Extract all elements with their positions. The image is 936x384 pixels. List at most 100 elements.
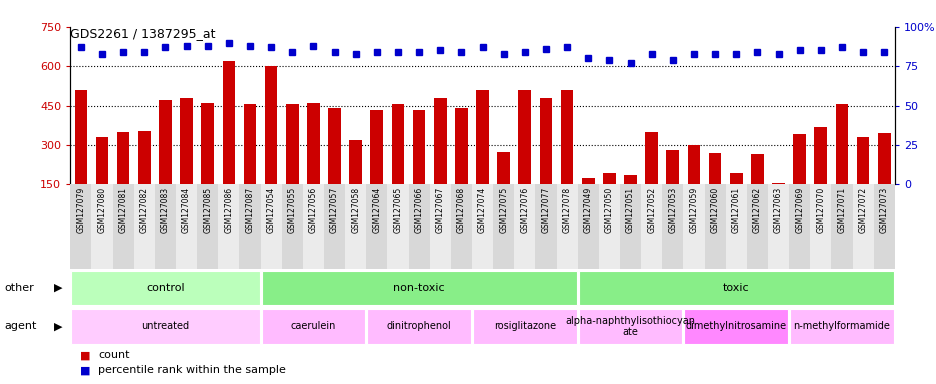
Bar <box>793 134 805 223</box>
Bar <box>70 184 92 269</box>
Text: percentile rank within the sample: percentile rank within the sample <box>98 366 286 376</box>
Bar <box>724 184 746 269</box>
Text: ▶: ▶ <box>54 283 63 293</box>
Bar <box>430 184 450 269</box>
Text: GSM127069: GSM127069 <box>795 187 803 233</box>
Text: GSM127072: GSM127072 <box>857 187 867 233</box>
Bar <box>159 100 171 223</box>
Text: ■: ■ <box>80 366 90 376</box>
Bar <box>387 184 408 269</box>
Text: GSM127060: GSM127060 <box>709 187 719 233</box>
FancyBboxPatch shape <box>578 309 681 344</box>
Bar <box>835 104 847 223</box>
Text: GSM127074: GSM127074 <box>477 187 487 233</box>
Bar <box>687 145 699 223</box>
Text: GSM127075: GSM127075 <box>499 187 507 233</box>
Text: dinitrophenol: dinitrophenol <box>387 321 451 331</box>
Bar <box>662 184 682 269</box>
Bar <box>810 184 830 269</box>
Text: GSM127078: GSM127078 <box>562 187 571 233</box>
Bar <box>620 184 640 269</box>
FancyBboxPatch shape <box>261 271 576 305</box>
Bar <box>492 184 514 269</box>
Text: GSM127070: GSM127070 <box>815 187 825 233</box>
Text: toxic: toxic <box>723 283 749 293</box>
Bar <box>640 184 662 269</box>
Text: GSM127066: GSM127066 <box>415 187 423 233</box>
Bar <box>413 109 425 223</box>
Bar <box>370 109 383 223</box>
Bar <box>581 178 594 223</box>
Text: GSM127086: GSM127086 <box>224 187 233 233</box>
Bar <box>598 184 620 269</box>
Text: GSM127076: GSM127076 <box>519 187 529 233</box>
Bar <box>872 184 894 269</box>
Bar <box>830 184 852 269</box>
Bar <box>154 184 176 269</box>
Bar <box>265 66 277 223</box>
Bar <box>852 184 872 269</box>
Text: rosiglitazone: rosiglitazone <box>493 321 555 331</box>
Text: other: other <box>5 283 35 293</box>
Text: control: control <box>146 283 184 293</box>
Bar <box>302 184 324 269</box>
Text: GSM127071: GSM127071 <box>837 187 845 233</box>
Text: GSM127049: GSM127049 <box>583 187 592 233</box>
Bar <box>704 184 724 269</box>
Bar <box>729 172 742 223</box>
Bar <box>682 184 704 269</box>
Bar <box>117 132 129 223</box>
FancyBboxPatch shape <box>683 309 787 344</box>
Bar <box>240 184 260 269</box>
Bar <box>92 184 112 269</box>
Text: GSM127055: GSM127055 <box>287 187 297 233</box>
Text: GSM127052: GSM127052 <box>647 187 655 233</box>
FancyBboxPatch shape <box>71 271 259 305</box>
Bar <box>708 153 721 223</box>
Text: alpha-naphthylisothiocyan
ate: alpha-naphthylisothiocyan ate <box>565 316 695 337</box>
Bar <box>408 184 430 269</box>
Text: non-toxic: non-toxic <box>393 283 445 293</box>
Text: GSM127073: GSM127073 <box>879 187 888 233</box>
Bar <box>877 133 889 223</box>
Bar <box>856 137 869 223</box>
Bar <box>788 184 810 269</box>
Bar <box>328 108 341 223</box>
Text: GSM127064: GSM127064 <box>372 187 381 233</box>
Text: n-methylformamide: n-methylformamide <box>793 321 889 331</box>
Text: GSM127051: GSM127051 <box>625 187 635 233</box>
Text: GSM127080: GSM127080 <box>97 187 107 233</box>
Bar <box>518 90 531 223</box>
Bar <box>556 184 578 269</box>
Text: GSM127068: GSM127068 <box>457 187 465 233</box>
Text: GDS2261 / 1387295_at: GDS2261 / 1387295_at <box>70 27 215 40</box>
Bar <box>539 98 551 223</box>
Bar <box>285 104 299 223</box>
Bar <box>534 184 556 269</box>
FancyBboxPatch shape <box>71 309 259 344</box>
Bar <box>218 184 240 269</box>
Text: ■: ■ <box>80 350 90 360</box>
Bar <box>201 103 213 223</box>
Bar <box>433 98 446 223</box>
Bar <box>514 184 534 269</box>
Bar <box>560 90 573 223</box>
Bar <box>450 184 472 269</box>
Bar <box>497 152 509 223</box>
Text: count: count <box>98 350 130 360</box>
Text: ▶: ▶ <box>54 321 63 331</box>
Bar <box>455 108 467 223</box>
Text: caerulein: caerulein <box>290 321 336 331</box>
Bar <box>112 184 134 269</box>
Bar <box>75 90 87 223</box>
Text: GSM127081: GSM127081 <box>119 187 127 233</box>
Text: GSM127084: GSM127084 <box>182 187 191 233</box>
Bar <box>344 184 366 269</box>
Bar <box>578 184 598 269</box>
Text: GSM127079: GSM127079 <box>76 187 85 233</box>
FancyBboxPatch shape <box>367 309 471 344</box>
Bar <box>603 172 615 223</box>
Text: GSM127058: GSM127058 <box>351 187 359 233</box>
Bar <box>222 61 235 223</box>
Text: GSM127056: GSM127056 <box>309 187 317 233</box>
